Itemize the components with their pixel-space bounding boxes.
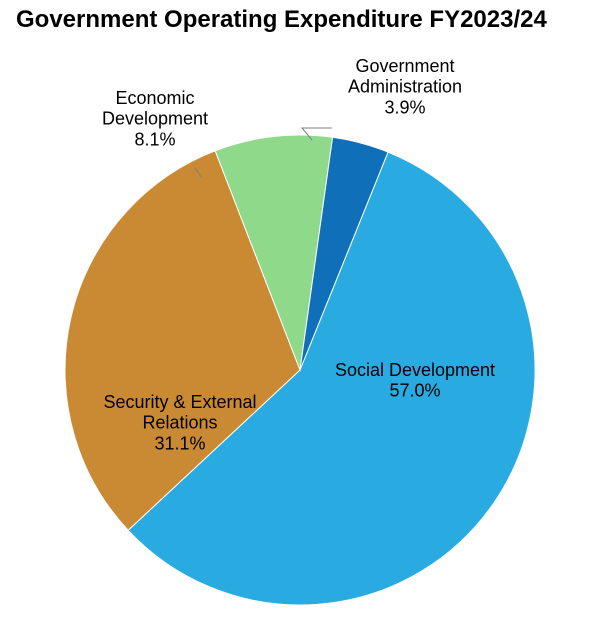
slice-label: EconomicDevelopment8.1% xyxy=(102,88,208,149)
pie-chart-container: Government Operating Expenditure FY2023/… xyxy=(0,0,600,624)
chart-title: Government Operating Expenditure FY2023/… xyxy=(16,6,547,34)
pie-chart-svg: Social Development57.0%Security & Extern… xyxy=(0,0,600,624)
slice-label: GovernmentAdministration3.9% xyxy=(348,56,462,117)
